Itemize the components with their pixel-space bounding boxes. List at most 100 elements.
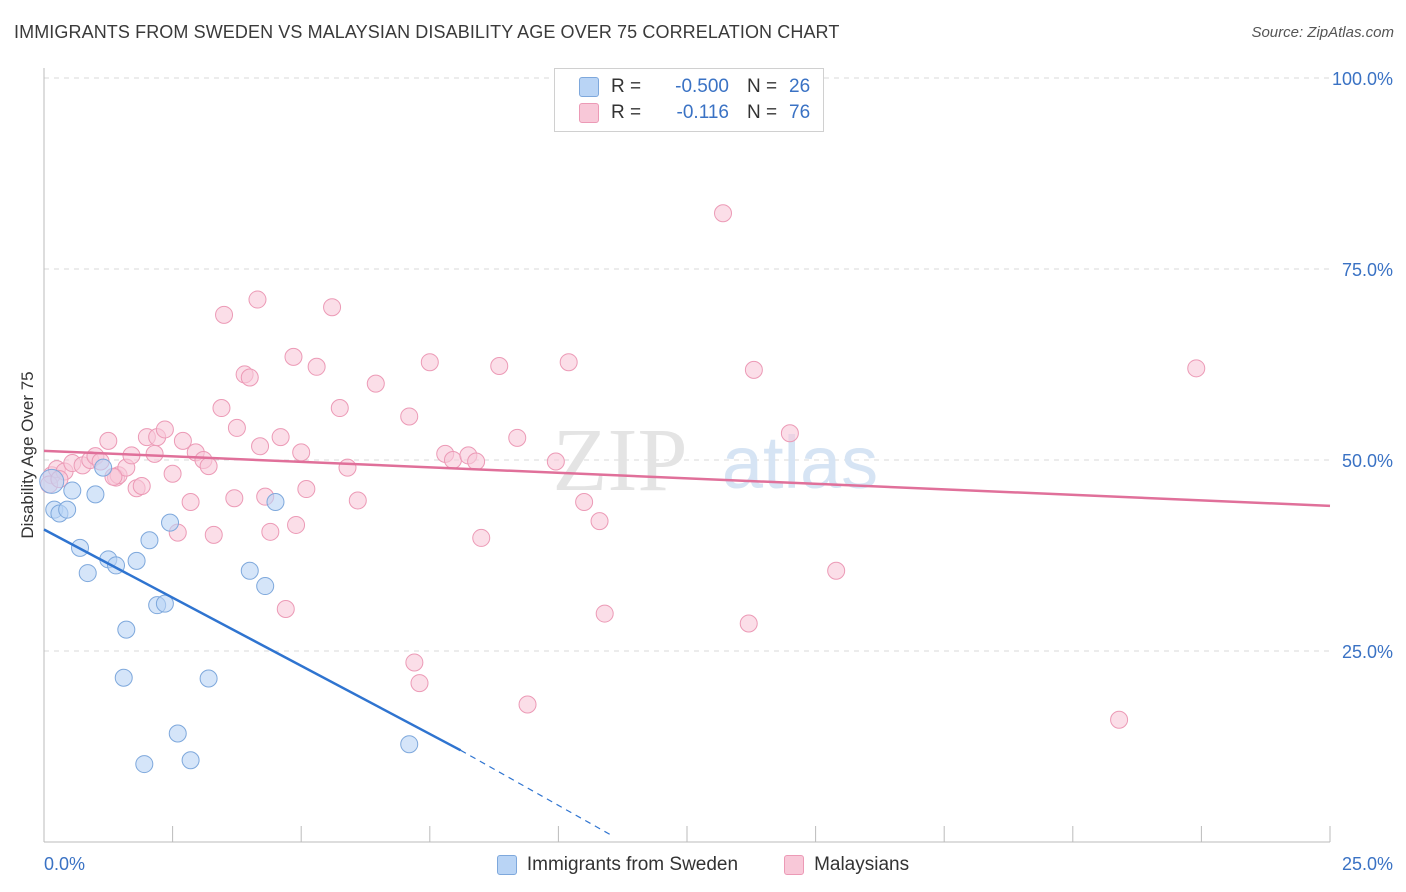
malaysians-point — [420, 353, 439, 372]
y-tick-label: 25.0% — [1342, 642, 1393, 662]
legend-item-sweden: Immigrants from Sweden — [496, 854, 739, 876]
malaysians-point — [215, 305, 234, 324]
legend-item-malaysians: Malaysians — [784, 854, 909, 876]
sweden-point — [58, 500, 77, 519]
legend-label-sweden: Immigrants from Sweden — [526, 854, 739, 875]
malaysians-point — [227, 418, 246, 437]
malaysians-point — [145, 444, 164, 463]
legend-n-label: N = — [747, 76, 778, 97]
sweden-point — [78, 564, 97, 583]
malaysians-point — [546, 452, 565, 471]
sweden-point — [86, 485, 105, 504]
malaysians-point — [212, 399, 231, 418]
malaysians-point — [744, 360, 763, 379]
sweden-point — [199, 669, 218, 688]
malaysians-point — [490, 357, 509, 376]
malaysians-point — [330, 399, 349, 418]
malaysians-point — [410, 674, 429, 693]
malaysians-point — [467, 452, 486, 471]
malaysians-point — [366, 374, 385, 393]
sweden-point — [39, 468, 65, 494]
malaysians-point — [297, 480, 316, 499]
tick-labels: 25.0% 50.0% 75.0% 100.0% 0.0% 25.0% — [44, 69, 1393, 874]
malaysians-point — [271, 428, 290, 447]
malaysians-point — [1187, 359, 1206, 378]
legend-r-label: R = — [611, 102, 642, 123]
malaysians-point — [173, 431, 192, 450]
malaysians-point — [405, 653, 424, 672]
malaysians-point — [199, 457, 218, 476]
legend-swatch-malaysians — [784, 855, 805, 875]
legend-swatch-sweden — [496, 855, 517, 875]
malaysians-point — [739, 614, 758, 633]
legend-r-value: -0.500 — [675, 76, 729, 97]
malaysians-point — [338, 458, 357, 477]
sweden-point — [127, 551, 146, 570]
sweden-point — [161, 513, 180, 532]
sweden-point — [266, 493, 285, 512]
malaysians-point — [99, 431, 118, 450]
malaysians-point — [590, 512, 609, 531]
sweden-points — [39, 458, 419, 774]
legend-n-label: N = — [747, 102, 778, 123]
sweden-point — [168, 724, 187, 743]
malaysians-point — [443, 451, 462, 469]
source-label: Source: ZipAtlas.com — [1251, 24, 1394, 41]
y-axis-label: Disability Age Over 75 — [18, 371, 37, 539]
malaysians-point — [400, 407, 419, 426]
watermark-atlas: atlas — [722, 421, 878, 504]
legend-row-sweden: R = -0.500 N = 26 — [579, 75, 810, 99]
malaysians-point — [472, 528, 491, 547]
malaysians-point — [307, 357, 326, 376]
x-tick-label: 25.0% — [1342, 854, 1393, 874]
malaysians-point — [276, 599, 295, 618]
malaysians-point — [595, 604, 614, 623]
sweden-point — [117, 620, 136, 639]
sweden-point — [181, 751, 200, 770]
legend-n-value: 76 — [789, 102, 811, 123]
malaysians-point — [163, 464, 182, 483]
chart-title: IMMIGRANTS FROM SWEDEN VS MALAYSIAN DISA… — [14, 22, 840, 42]
grid-lines — [44, 77, 1330, 652]
malaysians-point — [240, 368, 259, 387]
y-tick-label: 100.0% — [1332, 69, 1393, 89]
y-tick-label: 75.0% — [1342, 260, 1393, 280]
watermark-zip: ZIP — [553, 411, 688, 510]
malaysians-point — [1110, 710, 1129, 729]
sweden-point — [63, 481, 82, 500]
series-legend: Immigrants from Sweden Malaysians — [0, 852, 1406, 878]
legend-r-label: R = — [611, 76, 642, 97]
sweden-point — [256, 577, 275, 596]
sweden-point — [114, 668, 133, 687]
malaysians-trend-line — [43, 449, 1331, 508]
legend-n-value: 26 — [789, 76, 811, 97]
sweden-trend-extension — [460, 749, 611, 835]
malaysians-point — [181, 493, 200, 512]
x-tick-label: 0.0% — [44, 854, 85, 874]
malaysians-point — [559, 353, 578, 372]
malaysians-point — [827, 561, 846, 580]
trend-lines — [43, 449, 1331, 835]
sweden-point — [140, 531, 159, 550]
malaysians-point — [248, 290, 267, 309]
stats-legend: R = -0.500 N = 26 R = -0.116 N = 76 — [554, 68, 824, 132]
malaysians-point — [225, 489, 244, 508]
legend-swatch-malaysians — [579, 103, 599, 123]
malaysians-point — [251, 437, 270, 456]
malaysians-point — [261, 522, 280, 541]
sweden-point — [155, 594, 174, 613]
malaysians-point — [575, 493, 594, 512]
malaysians-point — [155, 420, 174, 439]
legend-swatch-sweden — [579, 77, 599, 97]
malaysians-point — [323, 298, 342, 317]
sweden-point — [240, 561, 259, 580]
watermark: ZIP atlas — [553, 411, 879, 510]
sweden-point — [94, 458, 113, 477]
malaysians-point — [204, 525, 223, 544]
legend-label-malaysians: Malaysians — [814, 854, 910, 875]
legend-row-malaysians: R = -0.116 N = 76 — [579, 101, 810, 125]
malaysians-point — [284, 347, 303, 366]
malaysians-point — [508, 428, 527, 447]
sweden-trend-line — [43, 528, 462, 752]
